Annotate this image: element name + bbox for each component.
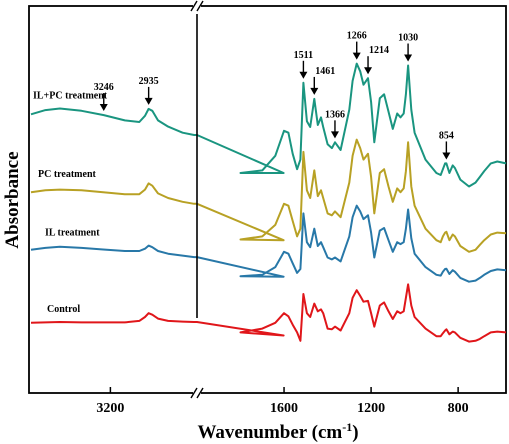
peak-arrow-head	[364, 67, 373, 75]
peak-arrow-head	[330, 131, 339, 139]
break-slash	[190, 387, 198, 399]
peak-label: 1461	[315, 66, 335, 77]
x-tick-label: 3200	[96, 401, 124, 416]
break-gap	[193, 388, 201, 398]
peak-label: 1214	[369, 45, 389, 56]
peak-arrow-head	[144, 97, 153, 105]
peak-annotation-854: 854	[439, 130, 454, 160]
x-tick-label: 1600	[270, 401, 298, 416]
series-line-0	[30, 62, 507, 188]
plot-content: IL+PC treatment PC treatment IL treatment C…	[30, 31, 507, 343]
peak-annotation-1214: 1214	[364, 45, 389, 75]
peak-annotation-1461: 1461	[310, 66, 335, 95]
x-tick-label: 800	[448, 401, 469, 416]
peak-arrow-head	[404, 54, 413, 62]
series-label-2: IL treatment	[45, 227, 100, 238]
peak-annotation-1030: 1030	[398, 33, 418, 62]
break-slash	[190, 0, 198, 12]
y-axis-title: Absorbance	[2, 151, 23, 248]
plot-frame	[28, 5, 507, 394]
peak-arrow-head	[310, 87, 319, 95]
peak-annotation-1266: 1266	[347, 31, 367, 60]
peak-label: 2935	[139, 76, 159, 87]
series-label-1: PC treatment	[38, 169, 97, 180]
series-line-1	[30, 138, 507, 253]
peak-label: 1266	[347, 31, 367, 42]
peak-label: 854	[439, 130, 454, 141]
peak-label: 1030	[398, 33, 418, 44]
x-tick-label: 1200	[357, 401, 385, 416]
series-line-2	[30, 204, 507, 283]
x-axis-title: Wavenumber (cm-1)	[197, 420, 358, 443]
peak-arrow-head	[442, 152, 451, 160]
peak-annotation-1511: 1511	[294, 50, 313, 79]
series-label-0: IL+PC treatment	[33, 90, 108, 101]
peak-arrow-head	[352, 52, 361, 60]
peak-label: 1511	[294, 50, 313, 61]
axis-break	[190, 0, 204, 399]
series-label-3: Control	[47, 304, 80, 315]
break-gap	[193, 1, 201, 11]
peak-annotation-2935: 2935	[139, 76, 159, 105]
peak-arrow-head	[99, 104, 108, 112]
break-slash	[196, 0, 204, 12]
peak-label: 1366	[325, 109, 345, 120]
break-slash	[196, 387, 204, 399]
peak-annotation-3246: 3246	[94, 82, 114, 112]
peak-arrow-head	[299, 71, 308, 79]
series-line-3	[30, 283, 507, 343]
peak-label: 3246	[94, 82, 114, 93]
x-ticks: 3200 1600 1200 800	[96, 387, 469, 416]
peak-annotation-1366: 1366	[325, 109, 345, 139]
